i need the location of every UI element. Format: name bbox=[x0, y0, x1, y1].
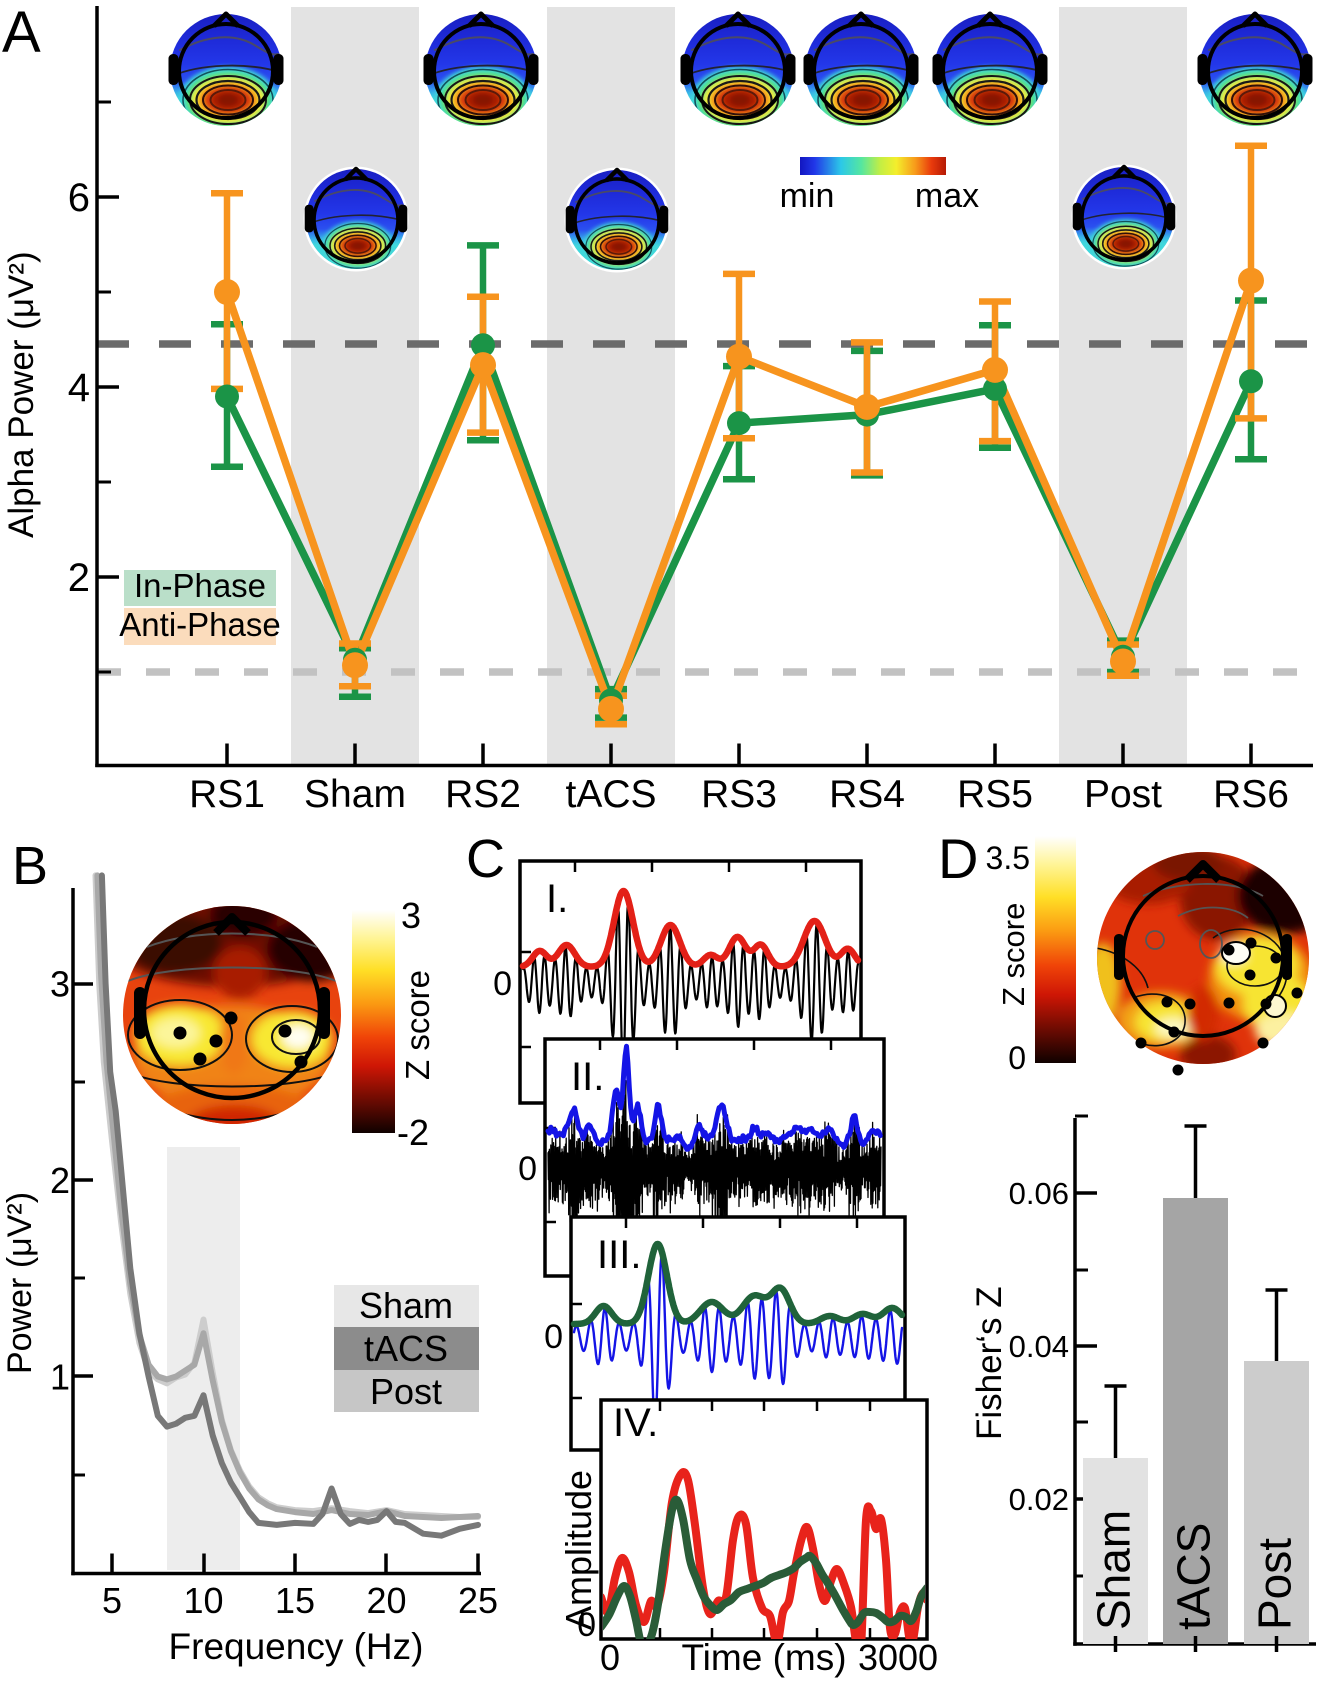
svg-text:6: 6 bbox=[68, 176, 90, 220]
svg-text:0.02: 0.02 bbox=[1009, 1482, 1069, 1517]
svg-text:Power (μV²): Power (μV²) bbox=[1, 1192, 39, 1374]
svg-text:20: 20 bbox=[366, 1580, 406, 1621]
svg-text:Amplitude: Amplitude bbox=[558, 1470, 599, 1630]
svg-text:tACS: tACS bbox=[565, 773, 656, 816]
svg-text:3000: 3000 bbox=[858, 1637, 938, 1678]
svg-text:15: 15 bbox=[275, 1580, 315, 1621]
svg-text:D: D bbox=[938, 827, 978, 890]
svg-text:Frequency (Hz): Frequency (Hz) bbox=[169, 1626, 424, 1667]
svg-text:In-Phase: In-Phase bbox=[134, 567, 266, 604]
svg-text:0: 0 bbox=[577, 1606, 596, 1644]
svg-text:0: 0 bbox=[1008, 1040, 1026, 1076]
svg-text:4: 4 bbox=[68, 366, 90, 410]
svg-text:RS6: RS6 bbox=[1213, 773, 1289, 816]
svg-text:0: 0 bbox=[544, 1318, 563, 1356]
svg-text:Time (ms): Time (ms) bbox=[681, 1637, 846, 1678]
svg-text:5: 5 bbox=[102, 1580, 122, 1621]
svg-text:Sham: Sham bbox=[1088, 1510, 1140, 1630]
svg-text:25: 25 bbox=[458, 1580, 498, 1621]
svg-text:2: 2 bbox=[50, 1160, 70, 1201]
svg-text:Post: Post bbox=[370, 1371, 442, 1412]
svg-text:II.: II. bbox=[571, 1055, 604, 1099]
svg-text:RS1: RS1 bbox=[189, 773, 265, 816]
svg-text:Z score: Z score bbox=[996, 903, 1031, 1006]
svg-text:Anti-Phase: Anti-Phase bbox=[119, 606, 280, 643]
svg-text:3: 3 bbox=[50, 964, 70, 1005]
svg-text:B: B bbox=[12, 836, 48, 896]
svg-text:10: 10 bbox=[183, 1580, 223, 1621]
svg-text:tACS: tACS bbox=[1168, 1523, 1220, 1630]
svg-text:Alpha Power (μV²): Alpha Power (μV²) bbox=[2, 251, 41, 538]
svg-text:III.: III. bbox=[597, 1233, 641, 1277]
svg-text:RS2: RS2 bbox=[445, 773, 521, 816]
svg-text:0.06: 0.06 bbox=[1009, 1176, 1069, 1211]
svg-text:max: max bbox=[915, 177, 979, 215]
svg-text:3: 3 bbox=[401, 895, 421, 936]
svg-text:Sham: Sham bbox=[304, 773, 406, 816]
svg-text:A: A bbox=[2, 0, 41, 65]
svg-text:1: 1 bbox=[50, 1357, 70, 1398]
svg-text:0: 0 bbox=[493, 965, 512, 1003]
svg-text:0: 0 bbox=[518, 1150, 537, 1188]
svg-text:RS4: RS4 bbox=[829, 773, 905, 816]
svg-text:IV.: IV. bbox=[613, 1401, 658, 1445]
svg-text:RS3: RS3 bbox=[701, 773, 777, 816]
svg-text:tACS: tACS bbox=[364, 1328, 448, 1369]
svg-text:Post: Post bbox=[1249, 1538, 1301, 1630]
svg-text:2: 2 bbox=[68, 556, 90, 600]
svg-text:-2: -2 bbox=[397, 1112, 429, 1153]
svg-text:Post: Post bbox=[1084, 773, 1162, 816]
svg-text:Z score: Z score bbox=[399, 970, 436, 1080]
svg-text:Sham: Sham bbox=[359, 1285, 453, 1326]
svg-text:Fisher‘s Z: Fisher‘s Z bbox=[970, 1286, 1009, 1440]
svg-text:I.: I. bbox=[546, 877, 568, 921]
svg-text:RS5: RS5 bbox=[957, 773, 1033, 816]
svg-text:0: 0 bbox=[600, 1637, 620, 1678]
svg-text:C: C bbox=[466, 829, 505, 889]
svg-text:0.04: 0.04 bbox=[1009, 1329, 1069, 1364]
svg-text:min: min bbox=[780, 177, 835, 215]
svg-text:3.5: 3.5 bbox=[986, 840, 1030, 876]
